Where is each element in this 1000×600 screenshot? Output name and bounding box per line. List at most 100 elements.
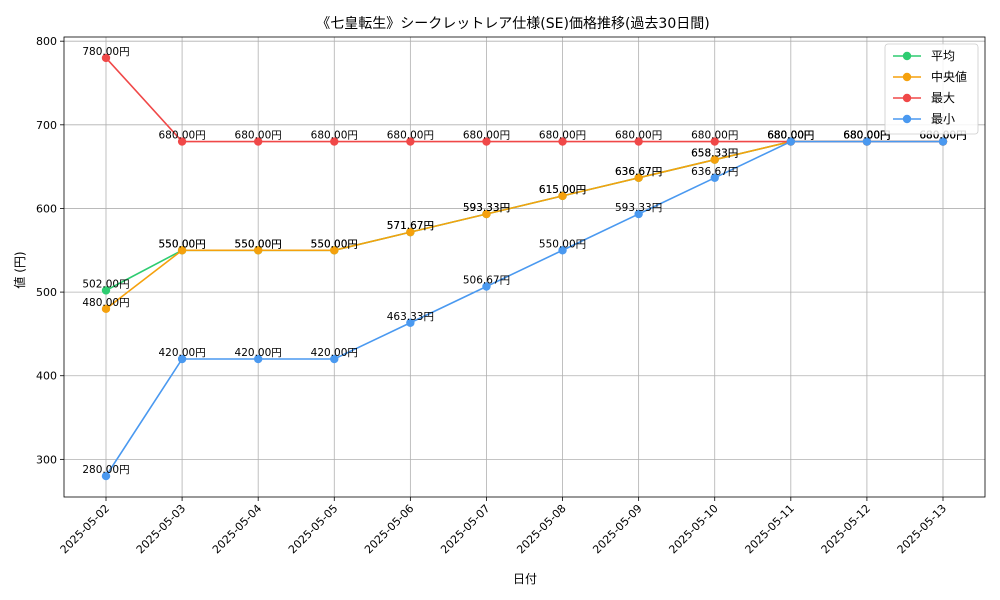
data-label: 636.67円 xyxy=(615,166,662,178)
series-4 xyxy=(101,137,948,481)
series-line xyxy=(105,140,943,477)
data-point xyxy=(330,137,339,146)
data-label: 680.00円 xyxy=(767,130,814,142)
legend-label: 最大 xyxy=(931,91,955,105)
data-label: 420.00円 xyxy=(311,347,358,359)
legend-marker xyxy=(902,72,912,82)
x-tick-label: 2025-05-07 xyxy=(438,502,492,556)
legend-item: 最小 xyxy=(893,112,955,126)
data-point xyxy=(710,155,719,164)
data-label: 680.00円 xyxy=(615,130,662,142)
legend-box xyxy=(884,43,979,135)
x-tick-label: 2025-05-08 xyxy=(514,502,568,556)
data-point xyxy=(558,191,567,201)
data-point xyxy=(938,137,948,146)
legend-item: 平均 xyxy=(893,49,955,63)
legend-item: 最大 xyxy=(893,91,955,105)
y-axis-label: 値 (円) xyxy=(12,251,27,288)
data-label: 636.67円 xyxy=(691,166,738,178)
data-label: 550.00円 xyxy=(235,238,282,250)
data-point xyxy=(634,137,643,146)
x-tick-label: 2025-05-03 xyxy=(134,502,188,556)
series-layer xyxy=(101,53,948,481)
data-point xyxy=(710,173,719,182)
data-point xyxy=(558,137,567,146)
data-label: 571.67円 xyxy=(387,220,434,232)
data-point xyxy=(101,53,111,63)
data-label: 502.00円 xyxy=(82,278,129,290)
series-1 xyxy=(101,137,948,295)
data-label: 615.00円 xyxy=(539,184,586,196)
data-label: 680.00円 xyxy=(691,130,738,142)
data-point xyxy=(253,137,263,146)
data-label: 550.00円 xyxy=(158,238,205,250)
data-label: 680.00円 xyxy=(767,130,814,142)
x-tick-label: 2025-05-13 xyxy=(895,502,949,556)
legend-label: 平均 xyxy=(931,49,955,63)
data-point xyxy=(101,304,111,314)
data-point xyxy=(101,286,111,295)
data-label: 571.67円 xyxy=(387,220,434,232)
grid xyxy=(64,37,985,497)
data-label: 506.67円 xyxy=(463,275,510,287)
data-label: 680.00円 xyxy=(387,130,434,142)
data-label: 420.00円 xyxy=(235,347,282,359)
data-point xyxy=(558,246,567,255)
legend-marker xyxy=(902,93,912,103)
data-label: 480.00円 xyxy=(82,297,129,309)
data-label: 593.33円 xyxy=(463,202,510,214)
data-point xyxy=(177,354,187,364)
data-label: 680.00円 xyxy=(235,130,282,142)
y-tick-label: 300 xyxy=(36,453,57,466)
data-label: 593.33円 xyxy=(463,202,510,214)
data-label: 680.00円 xyxy=(843,130,890,142)
data-point xyxy=(253,246,263,255)
data-point xyxy=(786,137,796,146)
data-label: 550.00円 xyxy=(311,238,358,250)
data-label: 680.00円 xyxy=(843,130,890,142)
data-label: 680.00円 xyxy=(463,130,510,142)
x-tick-label: 2025-05-09 xyxy=(590,502,644,556)
legend-item: 中央値 xyxy=(893,69,967,84)
data-label: 550.00円 xyxy=(158,238,205,250)
data-point xyxy=(177,246,187,255)
data-label: 550.00円 xyxy=(311,238,358,250)
data-point xyxy=(482,137,491,146)
y-tick-label: 500 xyxy=(36,286,57,299)
legend-marker xyxy=(902,114,912,124)
series-2 xyxy=(101,137,948,314)
data-point xyxy=(634,173,643,182)
legend-label: 中央値 xyxy=(931,69,967,84)
data-point xyxy=(862,137,872,146)
data-point xyxy=(406,137,415,146)
data-label: 463.33円 xyxy=(387,311,434,323)
legend-label: 最小 xyxy=(931,112,955,126)
y-tick-label: 700 xyxy=(36,119,57,132)
data-label: 680.00円 xyxy=(767,130,814,142)
data-point xyxy=(406,318,415,327)
data-point xyxy=(482,282,491,291)
data-point xyxy=(710,137,719,146)
data-label: 780.00円 xyxy=(82,46,129,58)
data-label: 615.00円 xyxy=(539,184,586,196)
plot-frame xyxy=(63,36,986,498)
data-point xyxy=(482,209,491,219)
data-label: 680.00円 xyxy=(843,130,890,142)
data-label: 680.00円 xyxy=(158,130,205,142)
data-label: 658.33円 xyxy=(691,148,738,160)
data-point xyxy=(177,137,187,146)
series-line xyxy=(105,57,943,143)
data-point xyxy=(330,246,339,255)
x-tick-label: 2025-05-11 xyxy=(743,502,797,556)
series-3 xyxy=(101,53,948,146)
data-label: 550.00円 xyxy=(235,238,282,250)
data-labels: 502.00円 550.00円 550.00円 550.00円 571.67円 593.3… xyxy=(82,46,966,476)
data-label: 680.00円 xyxy=(767,130,814,142)
data-label: 636.67円 xyxy=(615,166,662,178)
chart-title: 《七皇転生》シークレットレア仕様(SE)価格推移(過去30日間) xyxy=(316,16,709,32)
data-label: 680.00円 xyxy=(843,130,890,142)
data-label: 680.00円 xyxy=(539,130,586,142)
data-label: 550.00円 xyxy=(539,238,586,250)
